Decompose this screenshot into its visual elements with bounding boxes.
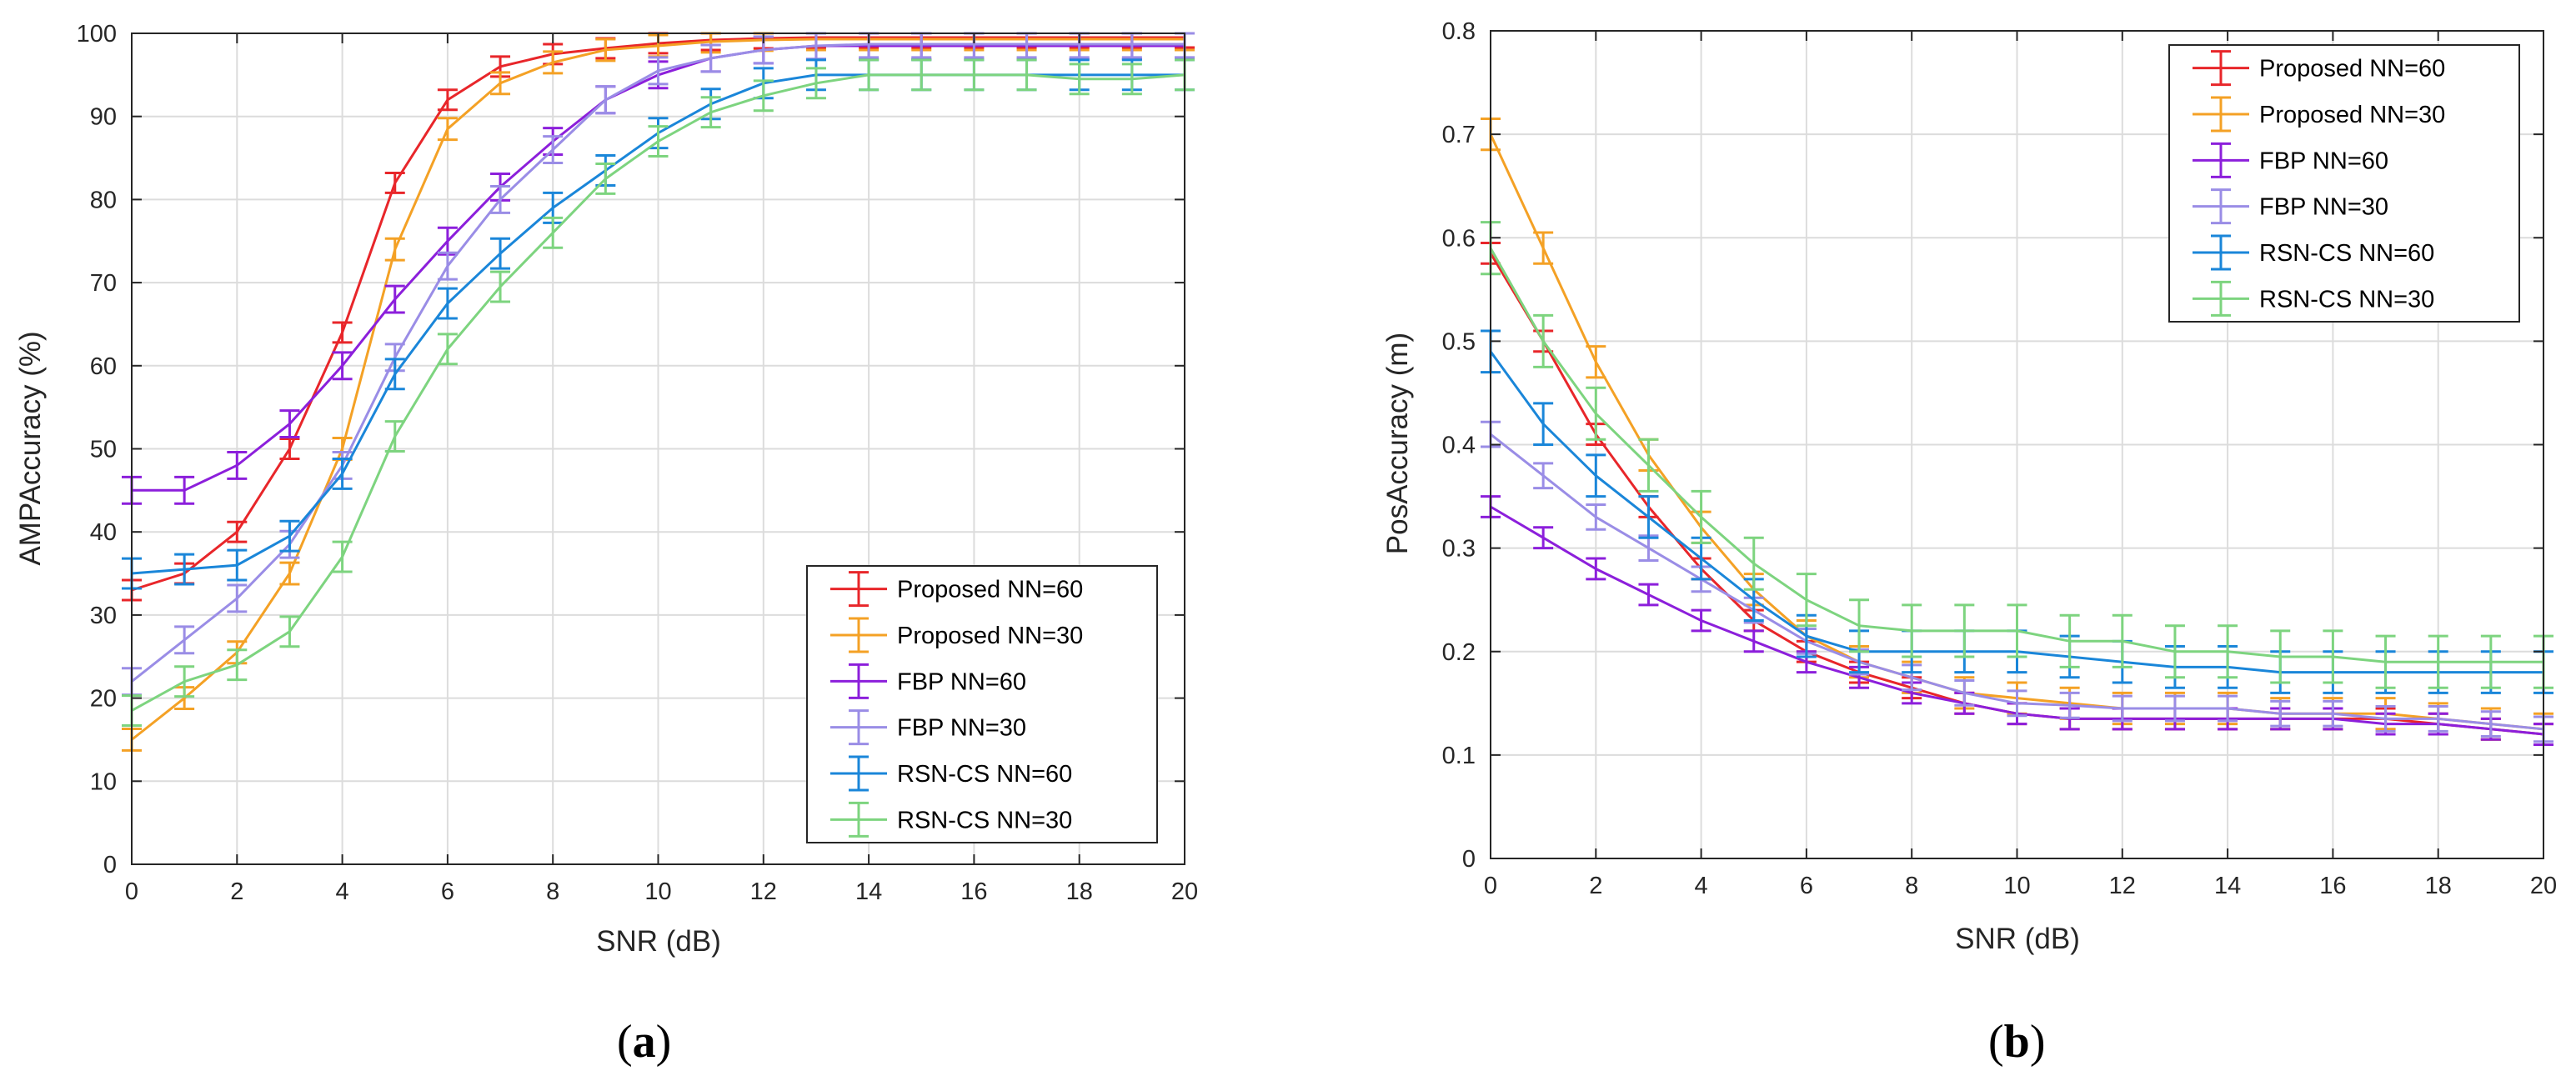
series-rsn-cs-nn-30 <box>122 58 1195 728</box>
chart-a: 0 2 4 6 8 10 12 14 16 18 20 0 10 20 30 40 50 60 70 80 90 100 S… <box>14 21 1198 1068</box>
legend-entry: Proposed NN=30 <box>2259 102 2445 128</box>
legend-entry: FBP NN=60 <box>2259 148 2388 174</box>
legend-entry: RSN-CS NN=60 <box>2259 240 2434 267</box>
y-tick-label: 60 <box>90 353 117 380</box>
legend-entry: FBP NN=60 <box>897 668 1026 695</box>
x-axis-label: SNR (dB) <box>596 925 721 958</box>
x-tick-label: 2 <box>230 878 243 905</box>
y-axis-label: AMPAccuracy (%) <box>14 331 47 565</box>
legend-entry: Proposed NN=60 <box>897 577 1083 603</box>
legend-entry: FBP NN=30 <box>897 715 1026 742</box>
panel-label: (a) <box>617 1016 671 1068</box>
x-tick-label: 20 <box>1171 878 1198 905</box>
legend-entry: Proposed NN=60 <box>2259 56 2445 83</box>
x-tick-label: 12 <box>750 878 777 905</box>
x-tick-label: 0 <box>1484 873 1497 899</box>
panel-label: (b) <box>1988 1016 2045 1068</box>
y-tick-label: 30 <box>90 603 117 629</box>
legend: Proposed NN=60 Proposed NN=30 FBP NN=60 FBP… <box>2168 44 2520 323</box>
x-tick-label: 10 <box>644 878 671 905</box>
x-tick-label: 18 <box>2425 873 2452 899</box>
y-tick-label: 0.6 <box>1442 225 1476 252</box>
chart-b: 0 2 4 6 8 10 12 14 16 18 20 0 0.1 0.2 0.3 0.4 0.5 0.6 0.7 0… <box>1381 18 2557 1068</box>
legend-box <box>806 565 1158 843</box>
y-tick-label: 80 <box>90 187 117 213</box>
y-tick-label: 0.1 <box>1442 743 1476 769</box>
legend-entry: RSN-CS NN=60 <box>897 761 1072 788</box>
x-tick-label: 4 <box>336 878 349 905</box>
legend-entry: RSN-CS NN=30 <box>2259 286 2434 313</box>
y-tick-label: 70 <box>90 270 117 297</box>
x-tick-label: 2 <box>1589 873 1602 899</box>
x-tick-label: 4 <box>1695 873 1708 899</box>
x-axis-label: SNR (dB) <box>1955 923 2080 955</box>
y-tick-label: 20 <box>90 686 117 713</box>
y-tick-label: 0.5 <box>1442 328 1476 355</box>
x-tick-label: 18 <box>1066 878 1093 905</box>
x-tick-label: 16 <box>2319 873 2346 899</box>
series-fbp-nn-30 <box>1481 420 2553 743</box>
x-tick-label: 14 <box>855 878 882 905</box>
x-tick-label: 12 <box>2109 873 2136 899</box>
y-tick-label: 0.2 <box>1442 639 1476 666</box>
x-tick-label: 6 <box>1800 873 1813 899</box>
x-tick-label: 16 <box>960 878 987 905</box>
x-tick-label: 20 <box>2530 873 2557 899</box>
y-tick-label: 0 <box>1462 846 1476 873</box>
y-tick-label: 90 <box>90 104 117 131</box>
y-tick-label: 40 <box>90 519 117 546</box>
y-tick-label: 0.4 <box>1442 433 1476 459</box>
y-tick-label: 50 <box>90 437 117 463</box>
legend-entry: RSN-CS NN=30 <box>897 807 1072 833</box>
y-axis-label: PosAccuracy (m) <box>1381 333 1414 554</box>
x-tick-label: 10 <box>2003 873 2030 899</box>
x-tick-label: 8 <box>1905 873 1918 899</box>
y-tick-label: 0.7 <box>1442 122 1476 148</box>
y-tick-label: 0 <box>103 852 117 878</box>
y-tick-label: 100 <box>77 21 117 48</box>
x-tick-label: 0 <box>125 878 138 905</box>
y-tick-label: 0.8 <box>1442 18 1476 45</box>
legend-entry: FBP NN=30 <box>2259 194 2388 221</box>
x-tick-label: 14 <box>2214 873 2241 899</box>
x-tick-label: 6 <box>441 878 454 905</box>
x-tick-label: 8 <box>546 878 559 905</box>
legend: Proposed NN=60 Proposed NN=30 FBP NN=60 FBP… <box>806 565 1158 843</box>
y-tick-label: 10 <box>90 768 117 795</box>
y-tick-label: 0.3 <box>1442 536 1476 563</box>
legend-box <box>2168 44 2520 323</box>
legend-entry: Proposed NN=30 <box>897 623 1083 649</box>
